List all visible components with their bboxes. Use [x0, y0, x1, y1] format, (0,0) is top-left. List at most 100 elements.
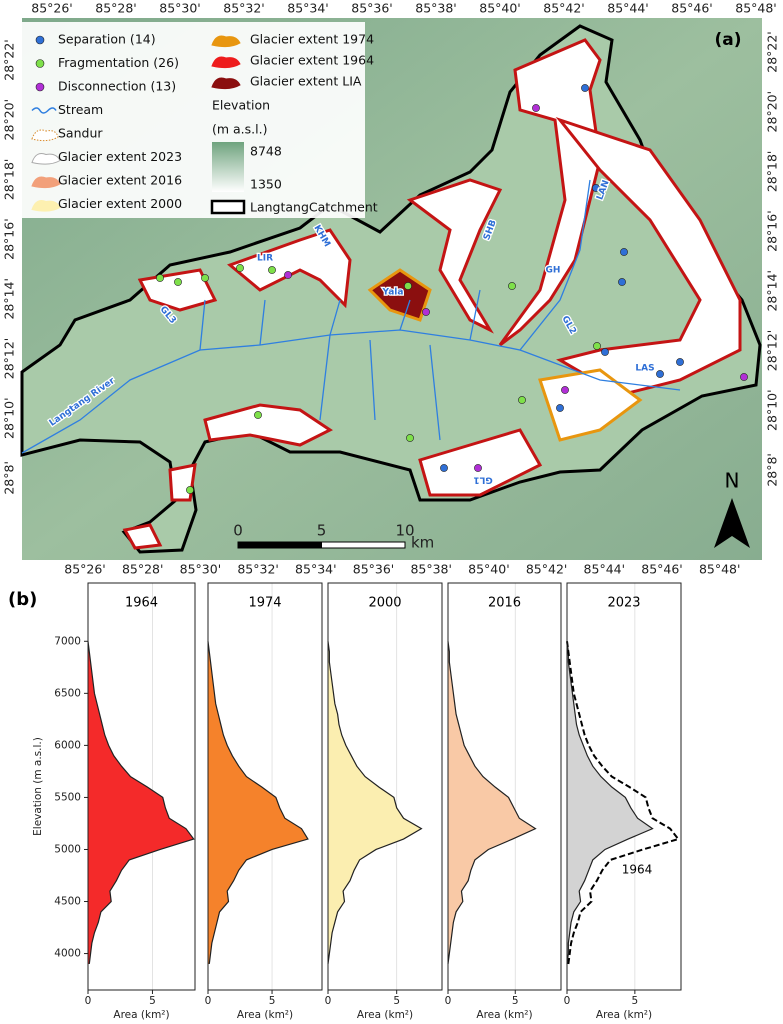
panel-label: (a) [714, 30, 741, 50]
legend-symbol [35, 35, 45, 45]
legend-symbol [31, 176, 61, 189]
legend-label: Separation (14) [58, 32, 156, 47]
catchment-symbol [210, 199, 246, 215]
area-axis-label: Area (km²) [237, 1009, 293, 1021]
lon-label-top: 85°38' [415, 1, 457, 16]
area-fill [448, 641, 536, 964]
elevation-tick-label: 6000 [54, 739, 81, 751]
north-label: N [725, 469, 740, 493]
place-label: LAS [635, 364, 654, 374]
lat-label-right: 28°22' [765, 31, 780, 73]
elevation-min: 1350 [250, 177, 282, 192]
lon-label-bottom: 85°42' [526, 562, 568, 577]
legend-label: Fragmentation (26) [58, 55, 179, 70]
lon-label-top: 85°30' [159, 1, 201, 16]
area-fill [208, 641, 308, 964]
plot-frame [447, 582, 562, 991]
legend-box [22, 22, 365, 218]
lat-label-left: 28°14' [2, 278, 17, 320]
elevation-tick-label: 5500 [54, 791, 81, 803]
elevation-bar [212, 142, 244, 192]
lon-label-top: 85°36' [351, 1, 393, 16]
lat-label-left: 28°10' [2, 397, 17, 439]
scale-segment [321, 541, 406, 549]
panel-label: (b) [8, 589, 37, 610]
area-line [566, 641, 654, 965]
lon-label-top: 85°26' [31, 1, 73, 16]
lon-label-top: 85°42' [543, 1, 585, 16]
scale-unit: km [411, 534, 434, 552]
scale-segment [237, 541, 322, 549]
lon-label-bottom: 85°26' [64, 562, 106, 577]
area-axis-label: Area (km²) [357, 1009, 413, 1021]
plot-frame [87, 582, 196, 991]
lon-label-bottom: 85°28' [122, 562, 164, 577]
chart-title: 2023 [607, 596, 640, 611]
plot-frame [566, 582, 682, 991]
lat-label-right: 28°8' [765, 453, 780, 487]
area-tick-label: 5 [393, 995, 400, 1007]
legend-label: Glacier extent LIA [250, 74, 362, 89]
area-fill [328, 641, 422, 964]
legend-label: Glacier extent 2000 [58, 196, 182, 211]
lon-label-top: 85°48' [735, 1, 777, 16]
elevation-tick-label: 4000 [54, 948, 81, 960]
area-tick-label: 0 [205, 995, 212, 1007]
area-tick-label: 0 [445, 995, 452, 1007]
map-panel [20, 18, 762, 560]
place-label: Yala [382, 288, 404, 298]
legend-label: Stream [58, 102, 103, 117]
lat-label-right: 28°18' [765, 151, 780, 193]
area-tick-label: 0 [564, 995, 571, 1007]
area-line [566, 641, 680, 965]
lon-label-bottom: 85°48' [699, 562, 741, 577]
place-label: GH [546, 266, 561, 276]
elevation-title: Elevation [212, 98, 270, 113]
elevation-tick-label: 5000 [54, 843, 81, 855]
elevation-axis-label: Elevation (m a.s.l.) [32, 737, 44, 836]
elevation-unit: (m a.s.l.) [212, 122, 267, 137]
legend-symbol [211, 35, 241, 48]
lon-label-top: 85°28' [95, 1, 137, 16]
area-axis-label: Area (km²) [596, 1009, 652, 1021]
plot-frame [207, 582, 323, 991]
scale-label: 0 [233, 522, 243, 540]
legend-symbol [35, 59, 45, 68]
legend-label: Glacier extent 1964 [250, 53, 374, 68]
area-tick-label: 5 [149, 995, 156, 1007]
area-tick-label: 0 [85, 995, 92, 1007]
lon-label-top: 85°40' [479, 1, 521, 16]
event-points [156, 84, 748, 494]
area-tick-label: 5 [632, 995, 639, 1007]
lat-label-right: 28°16' [765, 210, 780, 252]
lon-label-bottom: 85°40' [468, 562, 510, 577]
legend-label: Disconnection (13) [58, 79, 176, 94]
scale-label: 5 [317, 522, 327, 540]
area-line [447, 641, 537, 965]
lat-label-left: 28°18' [2, 159, 17, 201]
lat-label-right: 28°20' [765, 91, 780, 133]
streams [21, 179, 681, 454]
lat-label-left: 28°22' [2, 39, 17, 81]
legend-label: Glacier extent 2023 [58, 149, 182, 164]
elevation-tick-label: 6500 [54, 687, 81, 699]
lon-label-top: 85°32' [223, 1, 265, 16]
elevation-max: 8748 [250, 144, 282, 159]
area-line [207, 641, 309, 965]
legend-symbol [211, 56, 241, 69]
lat-label-left: 28°16' [2, 218, 17, 260]
area-axis-label: Area (km²) [113, 1009, 169, 1021]
lat-label-left: 28°8' [2, 461, 17, 495]
area-line [327, 641, 423, 965]
lat-label-right: 28°12' [765, 330, 780, 372]
lon-label-bottom: 85°44' [584, 562, 626, 577]
legend-symbol [31, 107, 57, 114]
chart-title: 2000 [368, 596, 401, 611]
area-fill [567, 641, 653, 964]
lon-label-bottom: 85°34' [295, 562, 337, 577]
area-axis-label: Area (km²) [476, 1009, 532, 1021]
north-arrow [714, 498, 750, 548]
legend-symbol [35, 82, 45, 92]
lon-label-bottom: 85°36' [353, 562, 395, 577]
